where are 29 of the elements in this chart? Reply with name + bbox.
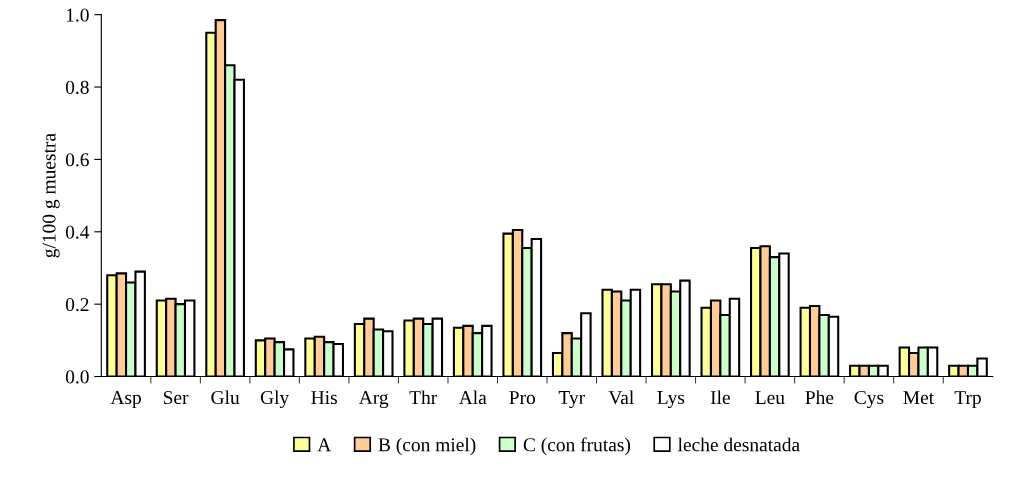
x-tick-label: Ile (710, 390, 730, 405)
y-tick-label: 0.6 (65, 153, 89, 167)
x-tick-label: Gly (260, 390, 290, 409)
x-tick-label: Arg (358, 391, 389, 409)
x-tick-label: Glu (211, 390, 240, 405)
legend-label: A (317, 438, 332, 452)
x-tick-label: Phe (805, 390, 834, 405)
y-tick-label: 0.0 (65, 370, 89, 384)
x-tick-label: Cys (854, 390, 884, 409)
legend-label: leche desnatada (677, 437, 800, 452)
x-tick-label: Val (608, 390, 634, 405)
y-tick-label: 0.4 (65, 225, 90, 239)
x-tick-label: Asp (110, 391, 141, 409)
y-tick-label: 0.2 (65, 297, 89, 312)
x-tick-label: Trp (954, 391, 981, 409)
x-tick-label: Ala (458, 390, 487, 405)
x-tick-label: Thr (409, 390, 438, 404)
y-tick-label: 1.0 (66, 8, 89, 22)
x-tick-label: Met (903, 391, 934, 405)
x-tick-label: Lys (657, 391, 685, 409)
x-tick-label: Pro (509, 391, 536, 405)
x-tick-label: Leu (755, 391, 785, 405)
y-tick-label: 0.8 (65, 80, 89, 95)
x-tick-label: Ser (163, 391, 189, 405)
x-tick-label: Tyr (558, 391, 585, 409)
x-tick-label: His (311, 391, 337, 405)
legend-label: B (con miel) (378, 437, 476, 456)
y-axis-title: g/100 g muestra (42, 133, 60, 258)
legend-label: C (con frutas) (523, 437, 631, 456)
